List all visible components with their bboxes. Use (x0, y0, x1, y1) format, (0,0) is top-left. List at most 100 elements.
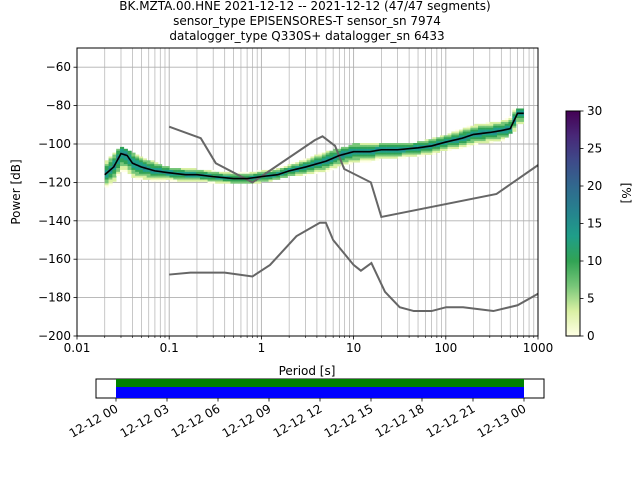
heatmap-cell (500, 120, 505, 123)
heatmap-cell (287, 166, 292, 169)
heatmap-cell (481, 137, 486, 140)
heatmap-cell (165, 168, 170, 171)
heatmap-cell (188, 179, 193, 182)
heatmap-cell (375, 150, 380, 153)
heatmap-cell (512, 110, 517, 113)
heatmap-cell (314, 156, 319, 159)
heatmap-cell (359, 144, 365, 148)
noise-model-low (169, 221, 539, 313)
heatmap-cell (127, 171, 132, 175)
heatmap-cell (142, 168, 147, 171)
heatmap-cell (321, 162, 326, 165)
heatmap-cell (516, 108, 521, 111)
heatmap-cell (325, 156, 330, 159)
heatmap-cell (219, 179, 224, 182)
heatmap-cell (203, 175, 208, 178)
heatmap-cell (310, 162, 315, 165)
heatmap-cell (420, 141, 425, 144)
heatmap-cell (257, 173, 262, 176)
heatmap-cell (497, 131, 502, 134)
heatmap-cell (512, 127, 517, 130)
heatmap-cell (348, 152, 353, 155)
heatmap-cell (241, 181, 246, 184)
heatmap-cell (139, 162, 144, 165)
heatmap-cell (219, 177, 224, 180)
heatmap-cell (196, 177, 201, 180)
heatmap-cell (142, 173, 147, 176)
heatmap-cell (199, 177, 205, 180)
heatmap-cell (455, 141, 460, 144)
heatmap-cell (466, 133, 471, 136)
heatmap-cell (447, 135, 452, 138)
heatmap-cell (276, 171, 281, 175)
heatmap-cell (519, 110, 525, 113)
heatmap-cell (180, 169, 186, 173)
heatmap-cell (493, 139, 498, 142)
heatmap-cell (295, 173, 300, 176)
heatmap-cell (519, 118, 525, 121)
colorbar-ticks: 0 5 10 15 20 25 30 (580, 104, 602, 343)
colorbar-tick-label: 15 (587, 217, 602, 231)
heatmap-cell (367, 152, 372, 155)
heatmap-cell (367, 148, 372, 152)
heatmap-cell (150, 179, 155, 182)
heatmap-cell (413, 144, 418, 148)
heatmap-cell (203, 173, 208, 176)
heatmap-cell (199, 175, 205, 178)
heatmap-cell (401, 156, 406, 159)
y-axis-ticks: −60 −80 −100 −120 −140 −160 −180 −200 (38, 60, 77, 343)
heatmap-cell (474, 141, 479, 144)
heatmap-cell (264, 173, 269, 176)
heatmap-cell (112, 154, 117, 157)
heatmap-cell (352, 144, 357, 148)
mode-curve (104, 112, 524, 180)
heatmap-cell (398, 146, 403, 150)
heatmap-cell (432, 139, 437, 142)
heatmap-cell (199, 171, 205, 175)
heatmap-cell (371, 144, 376, 148)
heatmap-cell (173, 177, 178, 180)
heatmap-cell (135, 177, 140, 180)
heatmap-cell (401, 154, 406, 157)
heatmap-cell (481, 123, 486, 127)
heatmap-cell (458, 133, 464, 136)
heatmap-cell (489, 127, 494, 130)
heatmap-cell (318, 160, 323, 163)
x-tick-label: 1 (258, 341, 266, 355)
heatmap-cell (401, 152, 406, 155)
heatmap-cell (394, 156, 399, 159)
heatmap-cell (333, 150, 338, 153)
heatmap-cell (409, 150, 414, 153)
heatmap-cell (462, 141, 467, 144)
heatmap-cell (238, 171, 243, 175)
heatmap-cell (207, 177, 212, 180)
heatmap-cell (119, 168, 125, 171)
heatmap-cell (192, 175, 197, 178)
heatmap-cell (447, 146, 452, 150)
heatmap-cell (359, 152, 365, 155)
heatmap-cell (519, 121, 525, 125)
heatmap-cell (417, 150, 422, 153)
heatmap-cell (478, 131, 483, 134)
heatmap-cell (386, 156, 391, 159)
heatmap-cell (371, 148, 376, 152)
y-tick-label: −140 (38, 214, 71, 228)
heatmap-cell (234, 175, 239, 178)
heatmap-cell (295, 169, 300, 173)
heatmap-cell (481, 139, 486, 142)
heatmap-cell (519, 108, 525, 111)
heatmap-cell (458, 144, 464, 148)
heatmap-cell (439, 144, 445, 148)
heatmap-cell (367, 144, 372, 148)
heatmap-cell (382, 146, 387, 150)
heatmap-cell (222, 173, 227, 176)
heatmap-cell (329, 166, 334, 169)
heatmap-cell (219, 173, 224, 176)
heatmap-cell (299, 162, 304, 165)
heatmap-cell (112, 168, 117, 171)
heatmap-cell (306, 168, 311, 171)
heatmap-cell (474, 135, 479, 138)
heatmap-cell (321, 154, 326, 157)
heatmap-cell (409, 152, 414, 155)
timeline-coverage-bar (116, 387, 524, 398)
